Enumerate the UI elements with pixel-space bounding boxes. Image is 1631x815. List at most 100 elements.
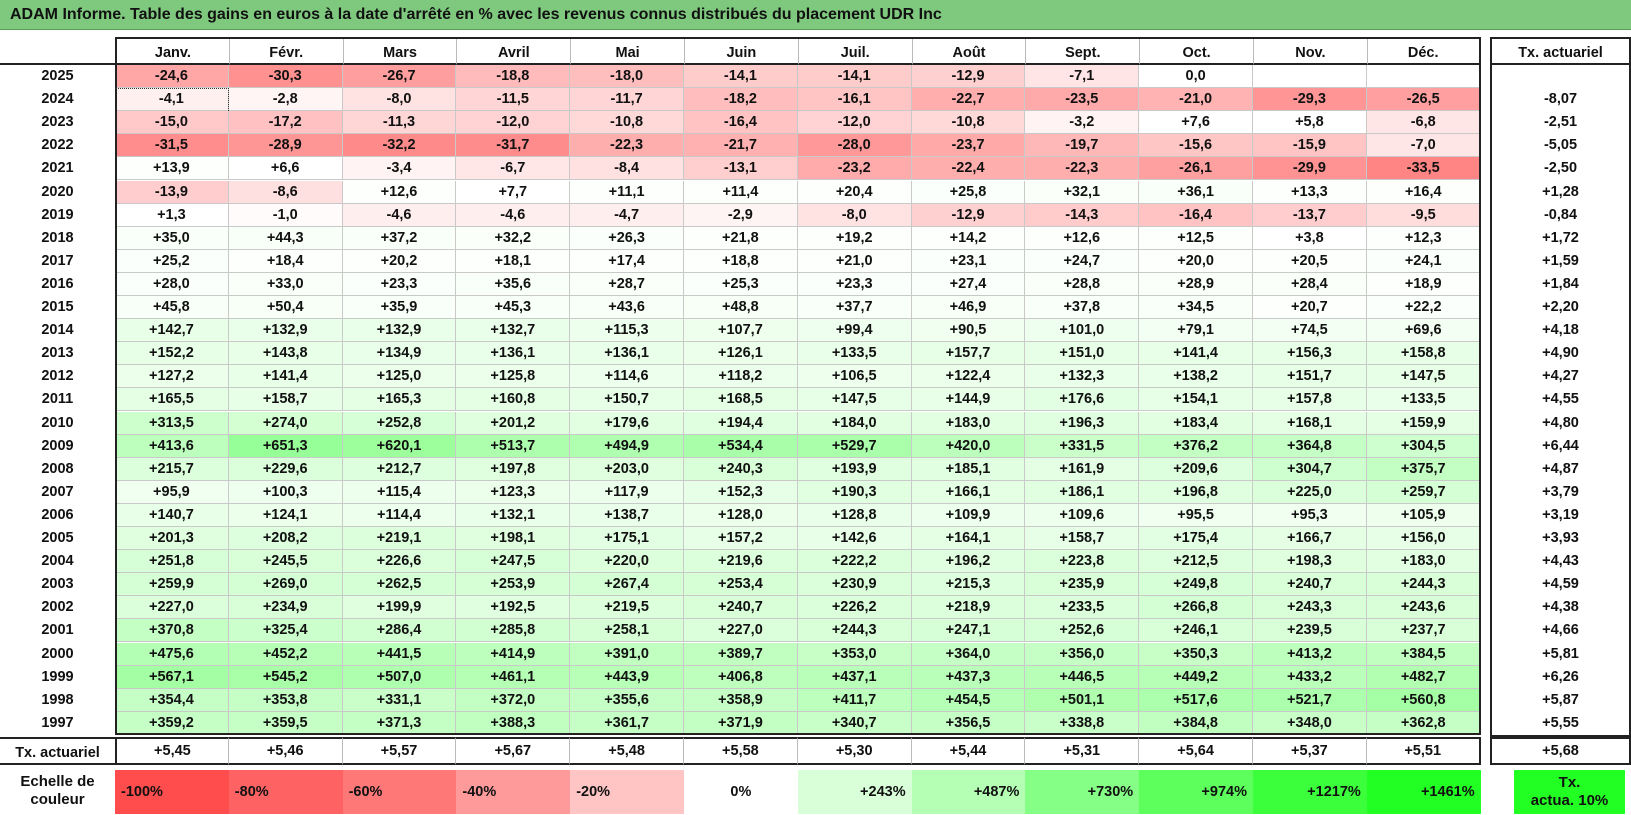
gain-cell[interactable]: +45,8 [115, 296, 229, 320]
gain-cell[interactable]: +285,8 [456, 619, 571, 643]
gain-cell[interactable]: +101,0 [1025, 319, 1140, 343]
gain-cell[interactable]: +249,8 [1139, 573, 1253, 597]
gain-cell[interactable]: +227,0 [115, 596, 229, 620]
gain-cell[interactable]: 0,0 [1139, 65, 1253, 89]
gain-cell[interactable]: +25,2 [115, 249, 229, 273]
gain-cell[interactable]: +122,4 [911, 365, 1026, 389]
gain-cell[interactable]: +24,7 [1025, 249, 1140, 273]
gain-cell[interactable]: +132,1 [456, 503, 571, 527]
gain-cell[interactable]: +192,5 [456, 596, 571, 620]
gain-cell[interactable]: +208,2 [228, 527, 343, 551]
gain-cell[interactable]: -22,3 [570, 134, 684, 158]
gain-cell[interactable]: +389,7 [684, 642, 798, 666]
gain-cell[interactable]: -33,5 [1366, 157, 1481, 181]
gain-cell[interactable]: -23,7 [911, 134, 1026, 158]
gain-cell[interactable]: +107,7 [684, 319, 798, 343]
gain-cell[interactable]: +176,6 [1025, 388, 1140, 412]
gain-cell[interactable]: +158,8 [1366, 342, 1481, 366]
gain-cell[interactable]: -7,0 [1366, 134, 1481, 158]
gain-cell[interactable]: -10,8 [911, 111, 1026, 135]
gain-cell[interactable]: +20,2 [342, 249, 457, 273]
gain-cell[interactable]: +28,0 [115, 272, 229, 296]
gain-cell[interactable]: -4,7 [570, 203, 684, 227]
gain-cell[interactable]: -2,9 [684, 203, 798, 227]
gain-cell[interactable]: -8,0 [342, 88, 457, 112]
gain-cell[interactable]: +12,5 [1139, 226, 1253, 250]
gain-cell[interactable]: +620,1 [342, 434, 457, 458]
gain-cell[interactable]: +183,0 [1366, 550, 1481, 574]
gain-cell[interactable]: +26,3 [570, 226, 684, 250]
gain-cell[interactable]: +262,5 [342, 573, 457, 597]
gain-cell[interactable]: +22,2 [1366, 296, 1481, 320]
gain-cell[interactable]: +157,8 [1253, 388, 1367, 412]
gain-cell[interactable]: -9,5 [1366, 203, 1481, 227]
gain-cell[interactable]: -6,8 [1366, 111, 1481, 135]
gain-cell[interactable]: +358,9 [684, 688, 798, 712]
gain-cell[interactable]: +534,4 [684, 434, 798, 458]
gain-cell[interactable]: +18,9 [1366, 272, 1481, 296]
gain-cell[interactable]: +198,3 [1253, 550, 1367, 574]
gain-cell[interactable]: +494,9 [570, 434, 684, 458]
gain-cell[interactable]: +37,7 [797, 296, 912, 320]
gain-cell[interactable]: +165,3 [342, 388, 457, 412]
gain-cell[interactable]: -15,6 [1139, 134, 1253, 158]
gain-cell[interactable]: +198,1 [456, 527, 571, 551]
gain-cell[interactable]: +138,2 [1139, 365, 1253, 389]
gain-cell[interactable]: +161,9 [1025, 457, 1140, 481]
gain-cell[interactable]: +28,8 [1025, 272, 1140, 296]
gain-cell[interactable]: +156,0 [1366, 527, 1481, 551]
gain-cell[interactable]: +12,6 [342, 180, 457, 204]
gain-cell[interactable]: +384,8 [1139, 711, 1253, 735]
gain-cell[interactable]: +24,1 [1366, 249, 1481, 273]
gain-cell[interactable]: +114,4 [342, 503, 457, 527]
gain-cell[interactable]: +143,8 [228, 342, 343, 366]
gain-cell[interactable]: +16,4 [1366, 180, 1481, 204]
gain-cell[interactable]: +44,3 [228, 226, 343, 250]
gain-cell[interactable]: +196,2 [911, 550, 1026, 574]
gain-cell[interactable]: +234,9 [228, 596, 343, 620]
gain-cell[interactable]: +222,2 [797, 550, 912, 574]
gain-cell[interactable]: +79,1 [1139, 319, 1253, 343]
gain-cell[interactable]: -11,3 [342, 111, 457, 135]
gain-cell[interactable]: +142,7 [115, 319, 229, 343]
gain-cell[interactable]: -29,9 [1253, 157, 1367, 181]
gain-cell[interactable]: +201,3 [115, 527, 229, 551]
gain-cell[interactable]: +158,7 [1025, 527, 1140, 551]
gain-cell[interactable]: +147,5 [797, 388, 912, 412]
gain-cell[interactable]: +371,3 [342, 711, 457, 735]
gain-cell[interactable]: +118,2 [684, 365, 798, 389]
gain-cell[interactable]: +125,8 [456, 365, 571, 389]
gain-cell[interactable]: +247,5 [456, 550, 571, 574]
gain-cell[interactable]: +338,8 [1025, 711, 1140, 735]
gain-cell[interactable]: +240,7 [1253, 573, 1367, 597]
gain-cell[interactable]: -28,9 [228, 134, 343, 158]
gain-cell[interactable]: +356,0 [1025, 642, 1140, 666]
gain-cell[interactable]: +186,1 [1025, 480, 1140, 504]
gain-cell[interactable]: +414,9 [456, 642, 571, 666]
gain-cell[interactable]: +513,7 [456, 434, 571, 458]
gain-cell[interactable]: +286,4 [342, 619, 457, 643]
gain-cell[interactable]: +157,7 [911, 342, 1026, 366]
gain-cell[interactable]: +48,8 [684, 296, 798, 320]
gain-cell[interactable]: +127,2 [115, 365, 229, 389]
gain-cell[interactable]: -31,5 [115, 134, 229, 158]
gain-cell[interactable]: -6,7 [456, 157, 571, 181]
gain-cell[interactable]: +313,5 [115, 411, 229, 435]
gain-cell[interactable]: +136,1 [456, 342, 571, 366]
gain-cell[interactable]: +304,5 [1366, 434, 1481, 458]
gain-cell[interactable]: +109,6 [1025, 503, 1140, 527]
gain-cell[interactable]: +251,8 [115, 550, 229, 574]
gain-cell[interactable]: +230,9 [797, 573, 912, 597]
gain-cell[interactable]: +19,2 [797, 226, 912, 250]
gain-cell[interactable]: +13,9 [115, 157, 229, 181]
gain-cell[interactable]: +245,5 [228, 550, 343, 574]
gain-cell[interactable]: -11,7 [570, 88, 684, 112]
gain-cell[interactable]: -8,6 [228, 180, 343, 204]
gain-cell[interactable]: +199,9 [342, 596, 457, 620]
gain-cell[interactable]: +123,3 [456, 480, 571, 504]
gain-cell[interactable]: +6,6 [228, 157, 343, 181]
gain-cell[interactable]: +183,0 [911, 411, 1026, 435]
gain-cell[interactable]: +69,6 [1366, 319, 1481, 343]
gain-cell[interactable]: +95,3 [1253, 503, 1367, 527]
gain-cell[interactable]: +183,4 [1139, 411, 1253, 435]
